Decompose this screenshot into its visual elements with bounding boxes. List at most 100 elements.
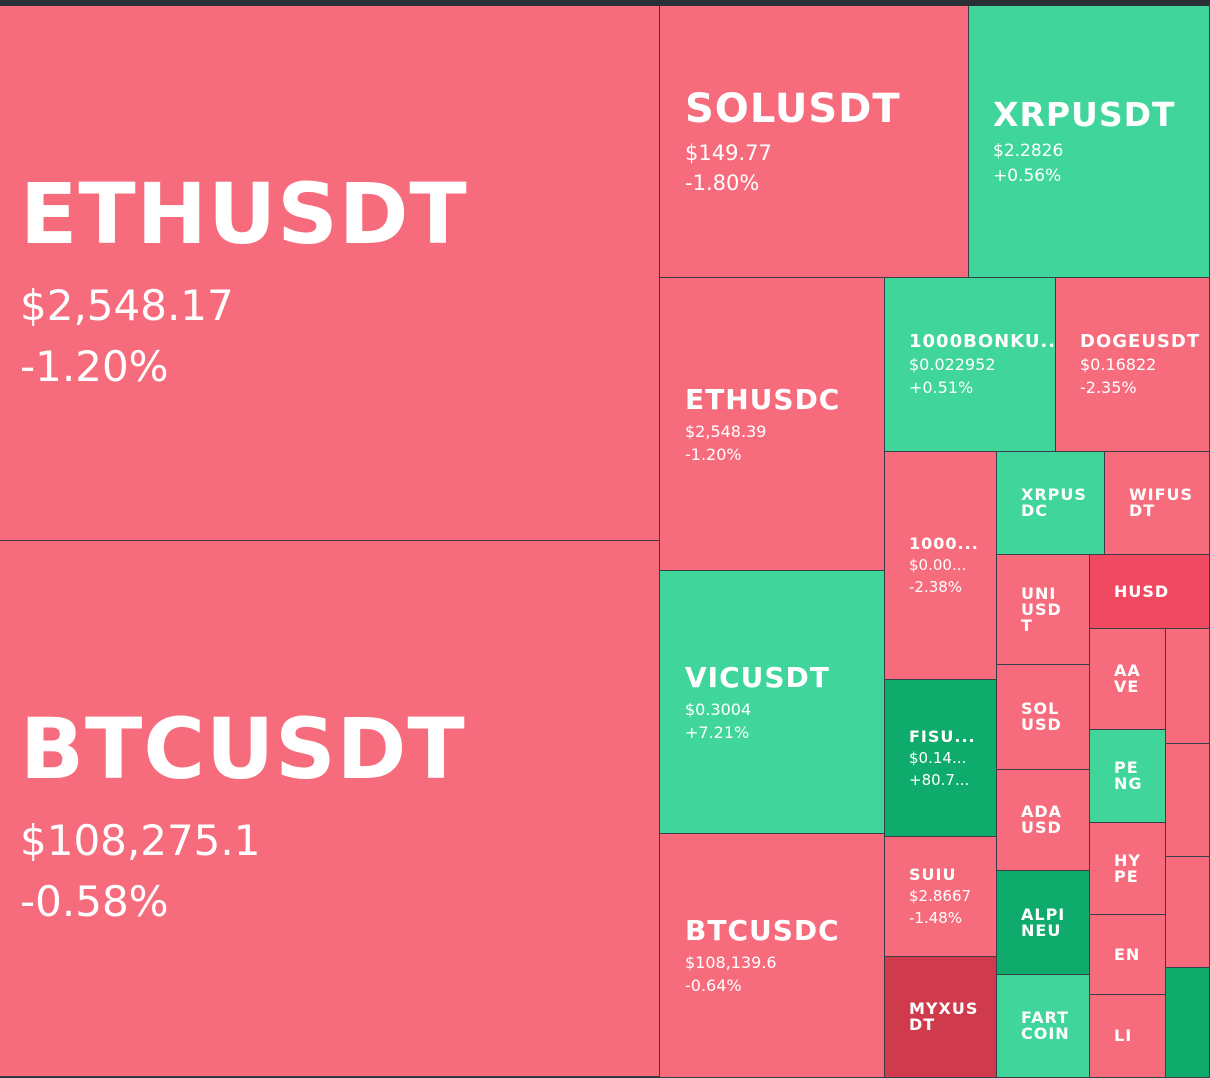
heatmap-tile[interactable]: DOGEUSDT $0.16822 -2.35% [1056, 278, 1210, 452]
heatmap-tile[interactable]: XRPUSDT $2.2826 +0.56% [969, 6, 1210, 278]
tile-symbol: HUSD [1114, 581, 1170, 601]
tile-content: ETHUSDC $2,548.39 -1.20% [660, 278, 884, 570]
heatmap-tile[interactable]: ETHUSDT $2,548.17 -1.20% [0, 6, 660, 541]
heatmap-tile[interactable]: EN [1090, 915, 1166, 995]
tile-content: MYXUS DT [885, 957, 996, 1077]
tile-change: -1.48% [909, 909, 963, 927]
heatmap-tile[interactable]: UNI USD T [997, 555, 1090, 665]
tile-content: HUSD [1090, 555, 1209, 628]
tile-content: XRPUS DC [997, 452, 1104, 554]
tile-symbol: MYXUS DT [909, 999, 979, 1034]
tile-content: SOL USD [997, 665, 1089, 769]
tile-symbol: DOGEUSDT [1080, 331, 1201, 352]
tile-symbol: LI [1114, 1026, 1133, 1045]
heatmap-tile[interactable]: FART COIN [997, 975, 1090, 1078]
tile-symbol: FART COIN [1021, 1008, 1070, 1043]
tile-symbol: WIFUS DT [1129, 485, 1194, 520]
heatmap-tile[interactable]: BTCUSDT $108,275.1 -0.58% [0, 541, 660, 1077]
heatmap-tile[interactable]: SOLUSDT $149.77 -1.80% [660, 6, 969, 278]
heatmap-tile[interactable]: 1000BONKU... $0.022952 +0.51% [885, 278, 1056, 452]
tile-symbol: SOLUSDT [685, 86, 901, 132]
heatmap-tile[interactable] [1166, 744, 1210, 857]
heatmap-tile[interactable]: WIFUS DT [1105, 452, 1210, 555]
tile-symbol: ADA USD [1021, 802, 1063, 837]
tile-symbol: XRPUS DC [1021, 485, 1087, 520]
tile-content [1166, 629, 1209, 743]
tile-content: FISU... $0.14... +80.7... [885, 680, 996, 836]
tile-change: +0.51% [909, 378, 974, 397]
tile-symbol: EN [1114, 944, 1141, 964]
tile-change: +0.56% [993, 166, 1062, 186]
heatmap-tile[interactable]: PE NG [1090, 730, 1166, 823]
tile-price: $2.8667 [909, 887, 972, 905]
tile-content [1166, 744, 1209, 856]
tile-content: ETHUSDT $2,548.17 -1.20% [0, 6, 659, 540]
tile-symbol: BTCUSDT [20, 700, 466, 798]
tile-change: -1.20% [20, 342, 169, 391]
heatmap-tile[interactable]: VICUSDT $0.3004 +7.21% [660, 571, 885, 834]
tile-symbol: HY PE [1114, 850, 1141, 886]
heatmap-tile[interactable]: HY PE [1090, 823, 1166, 915]
tile-price: $0.022952 [909, 355, 996, 374]
tile-change: -0.58% [20, 877, 169, 926]
tile-content: PE NG [1090, 730, 1165, 822]
heatmap-tile[interactable]: ALPI NEU [997, 871, 1090, 975]
tile-price: $2.2826 [993, 141, 1064, 161]
tile-content: ADA USD [997, 770, 1089, 870]
tile-content: XRPUSDT $2.2826 +0.56% [969, 6, 1209, 277]
heatmap-tile[interactable]: FISU... $0.14... +80.7... [885, 680, 997, 837]
tile-symbol: 1000... [909, 534, 979, 553]
heatmap-tile[interactable]: AA VE [1090, 629, 1166, 730]
tile-symbol: BTCUSDC [685, 914, 840, 947]
heatmap-tile[interactable] [1166, 968, 1210, 1078]
tile-symbol: ETHUSDT [20, 165, 468, 263]
tile-change: -2.35% [1080, 378, 1137, 397]
tile-price: $0.3004 [685, 699, 752, 719]
tile-symbol: PE NG [1114, 758, 1143, 793]
tile-content: BTCUSDC $108,139.6 -0.64% [660, 834, 884, 1077]
tile-symbol: SUIU [909, 865, 957, 884]
tile-price: $108,275.1 [20, 816, 261, 865]
tile-price: $2,548.39 [685, 421, 767, 441]
tile-symbol: ETHUSDC [685, 382, 841, 416]
tile-change: -2.38% [909, 578, 963, 596]
heatmap-tile[interactable]: MYXUS DT [885, 957, 997, 1078]
heatmap-tile[interactable]: BTCUSDC $108,139.6 -0.64% [660, 834, 885, 1078]
heatmap-tile[interactable]: XRPUS DC [997, 452, 1105, 555]
tile-content: SOLUSDT $149.77 -1.80% [660, 6, 968, 277]
tile-change: +80.7... [909, 770, 970, 789]
heatmap-tile[interactable] [1166, 629, 1210, 744]
tile-price: $0.16822 [1080, 355, 1157, 374]
tile-symbol: XRPUSDT [993, 95, 1176, 134]
tile-price: $0.00... [909, 556, 967, 574]
tile-symbol: UNI USD T [1021, 583, 1062, 635]
heatmap-tile[interactable]: ETHUSDC $2,548.39 -1.20% [660, 278, 885, 571]
tile-content: FART COIN [997, 975, 1089, 1077]
tile-content: AA VE [1090, 629, 1165, 729]
tile-content: BTCUSDT $108,275.1 -0.58% [0, 541, 659, 1076]
tile-content: LI [1090, 995, 1165, 1077]
tile-symbol: ALPI NEU [1021, 904, 1066, 940]
tile-content: 1000... $0.00... -2.38% [885, 452, 996, 679]
heatmap-tile[interactable] [1166, 857, 1210, 968]
tile-price: $149.77 [685, 141, 772, 165]
heatmap-tile[interactable]: ADA USD [997, 770, 1090, 871]
heatmap-tile[interactable]: LI [1090, 995, 1166, 1078]
tile-content [1166, 857, 1209, 967]
tile-content [1166, 968, 1209, 1077]
tile-change: +7.21% [685, 722, 750, 742]
tile-change: -0.64% [685, 976, 742, 995]
heatmap-tile[interactable]: SOL USD [997, 665, 1090, 770]
heatmap-tile[interactable]: HUSD [1090, 555, 1210, 629]
tile-price: $0.14... [909, 748, 967, 767]
tile-content: DOGEUSDT $0.16822 -2.35% [1056, 278, 1209, 451]
tile-content: ALPI NEU [997, 871, 1089, 974]
heatmap-tile[interactable]: 1000... $0.00... -2.38% [885, 452, 997, 680]
tile-symbol: FISU... [909, 726, 976, 746]
tile-symbol: AA VE [1114, 661, 1141, 696]
heatmap-tile[interactable]: SUIU $2.8667 -1.48% [885, 837, 997, 957]
tile-price: $2,548.17 [20, 281, 234, 330]
tile-content: UNI USD T [997, 555, 1089, 664]
tile-content: WIFUS DT [1105, 452, 1209, 554]
